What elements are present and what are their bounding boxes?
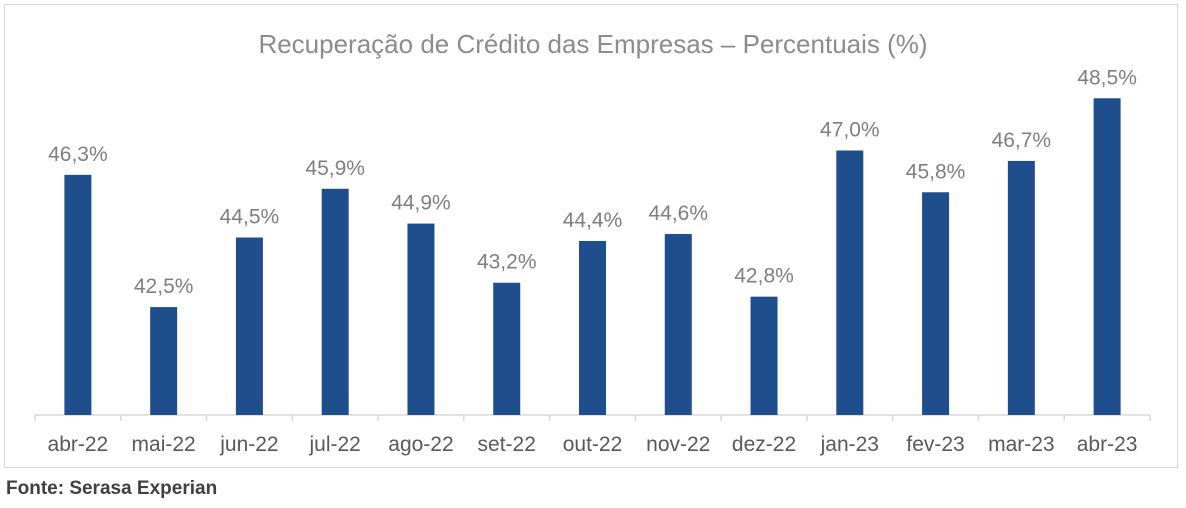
data-label-out-22: 44,4% <box>563 209 623 232</box>
bar-jan-23 <box>836 150 864 416</box>
bar-ago-22 <box>407 223 435 415</box>
x-tick-label-out-22: out-22 <box>563 433 623 456</box>
x-tick-label-jun-22: jun-22 <box>219 433 278 456</box>
data-labels-group: 46,3% 42,5% 44,5% 45,9% 44,9% 43,2% 44,4% 44,6%… <box>48 66 1137 298</box>
bar-mai-22 <box>150 307 178 415</box>
x-tick-label-dez-22: dez-22 <box>732 433 796 456</box>
chart-title: Recuperação de Crédito das Empresas – Pe… <box>258 29 927 59</box>
bar-nov-22 <box>664 234 692 415</box>
bars-group <box>64 98 1121 416</box>
bar-out-22 <box>579 240 606 415</box>
x-tick-label-ago-22: ago-22 <box>388 433 453 456</box>
data-label-jan-23: 47,0% <box>820 118 880 141</box>
data-label-dez-22: 42,8% <box>734 265 794 288</box>
bar-fev-23 <box>922 192 950 415</box>
data-label-mai-22: 42,5% <box>134 275 194 298</box>
data-label-jul-22: 45,9% <box>305 157 365 180</box>
x-tick-label-abr-22: abr-22 <box>48 433 109 456</box>
x-tick-label-mar-23: mar-23 <box>988 433 1055 456</box>
data-label-mar-23: 46,7% <box>992 129 1052 152</box>
bar-jun-22 <box>235 237 263 415</box>
bar-mar-23 <box>1007 160 1035 415</box>
data-label-abr-23: 48,5% <box>1077 66 1137 89</box>
bar-set-22 <box>493 282 521 415</box>
x-tick-label-abr-23: abr-23 <box>1077 433 1138 456</box>
x-tick-label-fev-23: fev-23 <box>906 433 964 456</box>
x-tick-label-jul-22: jul-22 <box>309 433 361 456</box>
x-tick-label-nov-22: nov-22 <box>646 433 710 456</box>
bar-dez-22 <box>750 296 778 415</box>
bar-chart: Recuperação de Crédito das Empresas – Pe… <box>34 29 1151 456</box>
data-label-fev-23: 45,8% <box>906 160 966 183</box>
bar-abr-23 <box>1093 98 1121 416</box>
x-tick-label-mai-22: mai-22 <box>132 433 196 456</box>
bar-jul-22 <box>321 188 349 415</box>
data-label-ago-22: 44,9% <box>391 192 451 215</box>
data-label-abr-22: 46,3% <box>48 143 108 166</box>
source-note: Fonte: Serasa Experian <box>6 478 218 499</box>
data-label-set-22: 43,2% <box>477 251 537 274</box>
x-tick-group: abr-22 mai-22 jun-22 jul-22 ago-22 set-22 out-… <box>34 415 1151 456</box>
x-tick-label-jan-23: jan-23 <box>820 433 879 456</box>
x-tick-label-set-22: set-22 <box>478 433 536 456</box>
data-label-nov-22: 44,6% <box>648 202 708 225</box>
data-label-jun-22: 44,5% <box>220 206 280 229</box>
bar-abr-22 <box>64 174 92 415</box>
